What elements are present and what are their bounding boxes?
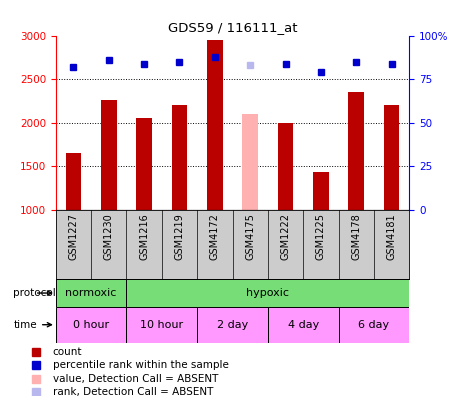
Text: GSM1227: GSM1227 <box>68 213 79 260</box>
Bar <box>66 153 81 210</box>
Bar <box>197 307 268 343</box>
Bar <box>126 279 409 307</box>
Bar <box>242 114 258 210</box>
Text: GSM1222: GSM1222 <box>280 213 291 260</box>
Bar <box>207 40 223 210</box>
Bar <box>339 307 409 343</box>
Bar <box>172 105 187 210</box>
Text: hypoxic: hypoxic <box>246 288 289 298</box>
Text: value, Detection Call = ABSENT: value, Detection Call = ABSENT <box>53 373 218 384</box>
Bar <box>56 307 126 343</box>
Text: GSM1230: GSM1230 <box>104 213 114 260</box>
Text: GSM1225: GSM1225 <box>316 213 326 260</box>
Bar <box>126 307 197 343</box>
Text: GSM1216: GSM1216 <box>139 213 149 260</box>
Bar <box>313 172 329 210</box>
Text: GSM4178: GSM4178 <box>351 213 361 260</box>
Text: GSM1219: GSM1219 <box>174 213 185 260</box>
Bar <box>384 105 399 210</box>
Text: count: count <box>53 347 82 357</box>
Text: 6 day: 6 day <box>359 320 389 330</box>
Text: protocol: protocol <box>13 288 56 298</box>
Bar <box>268 307 339 343</box>
Text: GSM4181: GSM4181 <box>386 213 397 260</box>
Bar <box>56 279 126 307</box>
Text: GSM4175: GSM4175 <box>245 213 255 260</box>
Text: 4 day: 4 day <box>287 320 319 330</box>
Text: percentile rank within the sample: percentile rank within the sample <box>53 360 228 370</box>
Text: GSM4172: GSM4172 <box>210 213 220 260</box>
Text: rank, Detection Call = ABSENT: rank, Detection Call = ABSENT <box>53 387 213 396</box>
Text: 2 day: 2 day <box>217 320 248 330</box>
Bar <box>348 92 364 210</box>
Text: time: time <box>13 320 52 330</box>
Bar <box>101 100 117 210</box>
Text: 0 hour: 0 hour <box>73 320 109 330</box>
Text: normoxic: normoxic <box>66 288 117 298</box>
Text: 10 hour: 10 hour <box>140 320 183 330</box>
Bar <box>278 123 293 210</box>
Title: GDS59 / 116111_at: GDS59 / 116111_at <box>168 21 297 34</box>
Bar <box>136 118 152 210</box>
